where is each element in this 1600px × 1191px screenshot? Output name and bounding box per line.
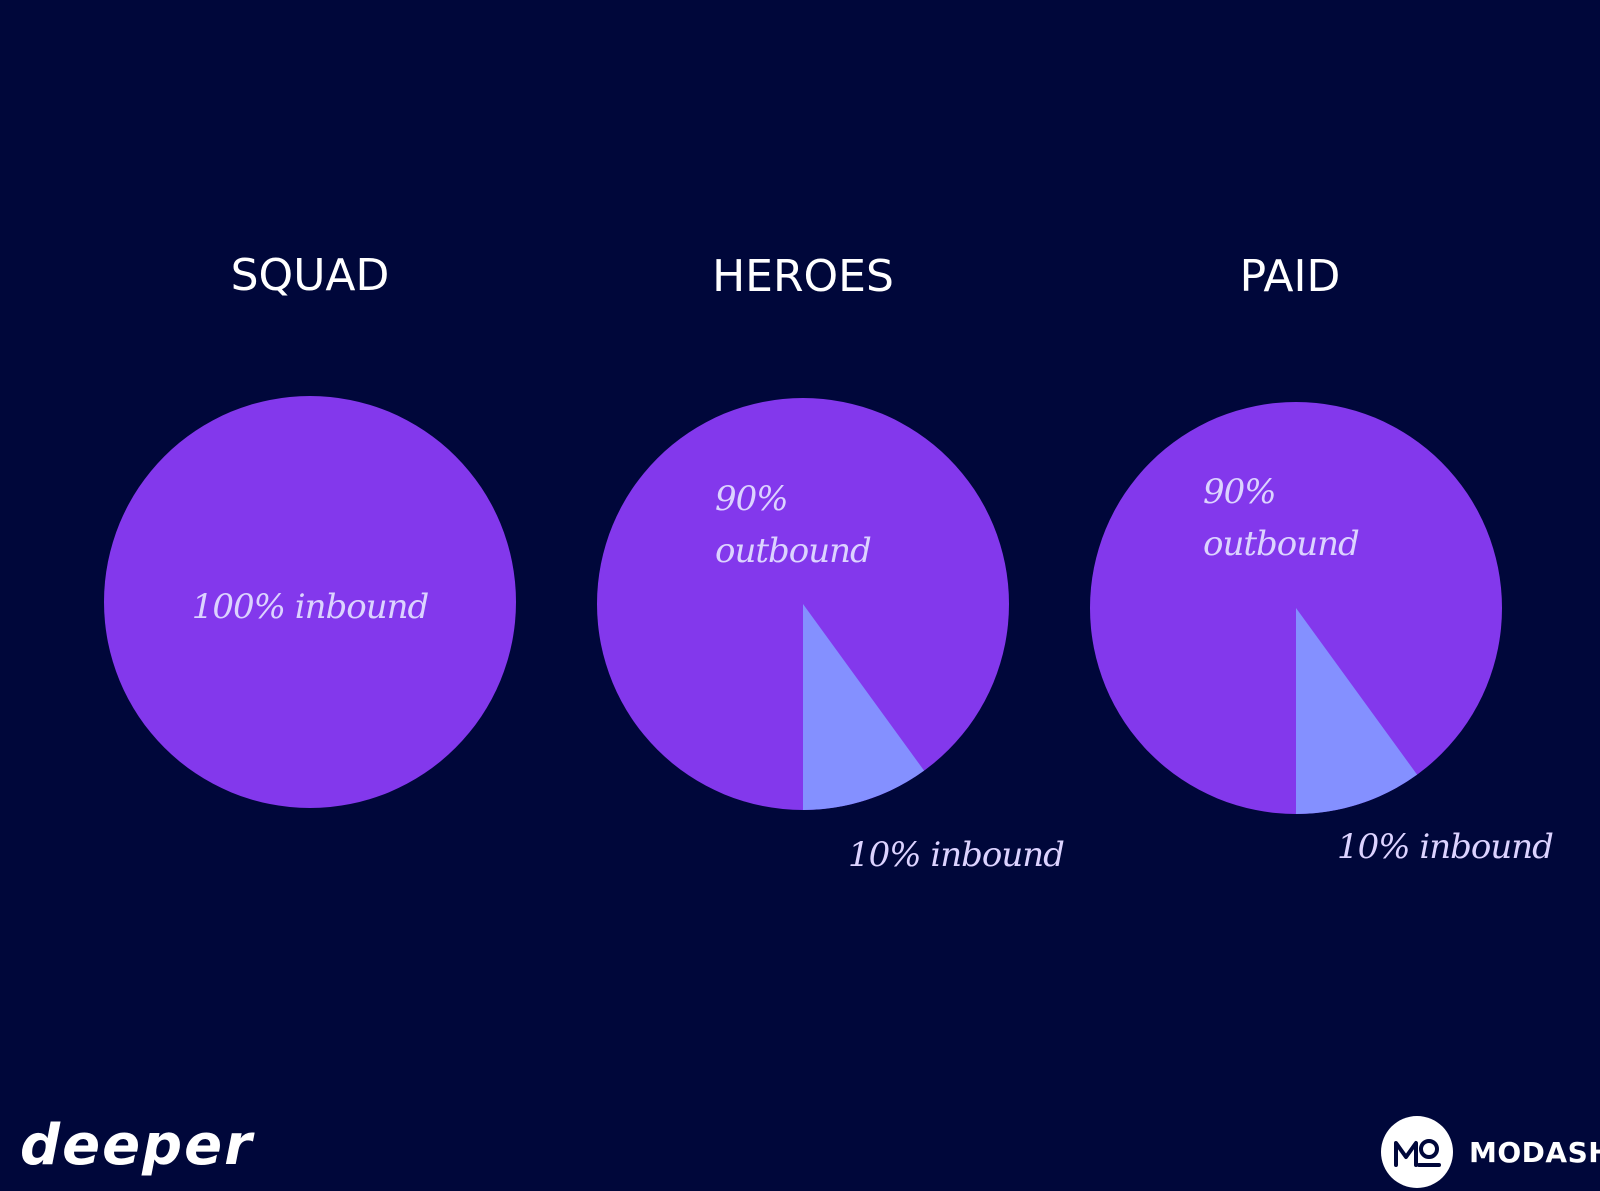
- pie-slice: [104, 396, 516, 808]
- pie-chart-paid: PAID 90% outbound 10% inbound: [1090, 251, 1554, 867]
- chart-title-paid: PAID: [1240, 251, 1341, 302]
- slice-label: 90% outbound: [1203, 472, 1359, 564]
- slice-label-line: outbound: [715, 531, 871, 571]
- deeper-logo: deeper: [20, 1113, 254, 1178]
- pie-chart-heroes: HEROES 90% outbound 10% inbound: [597, 251, 1065, 875]
- slice-label: 90% outbound: [715, 479, 871, 571]
- pie-slice: [803, 604, 925, 810]
- slice-label-line: outbound: [1203, 524, 1359, 564]
- slice-label-line: 90%: [1203, 472, 1276, 512]
- modash-wordmark: MODASH: [1469, 1135, 1600, 1169]
- slice-label: 10% inbound: [848, 835, 1064, 875]
- pie-chart-squad: SQUAD 100% inbound: [104, 250, 516, 808]
- chart-title-squad: SQUAD: [231, 250, 390, 301]
- slice-label: 10% inbound: [1337, 827, 1553, 867]
- chart-title-heroes: HEROES: [712, 251, 894, 302]
- modash-logo: MODASH: [1381, 1116, 1600, 1188]
- slice-label: 100% inbound: [192, 587, 429, 627]
- modash-mo-icon: [1394, 1139, 1441, 1167]
- modash-mark-icon: [1381, 1116, 1453, 1188]
- slice-label-line: 90%: [715, 479, 788, 519]
- pie-slice: [1296, 608, 1418, 814]
